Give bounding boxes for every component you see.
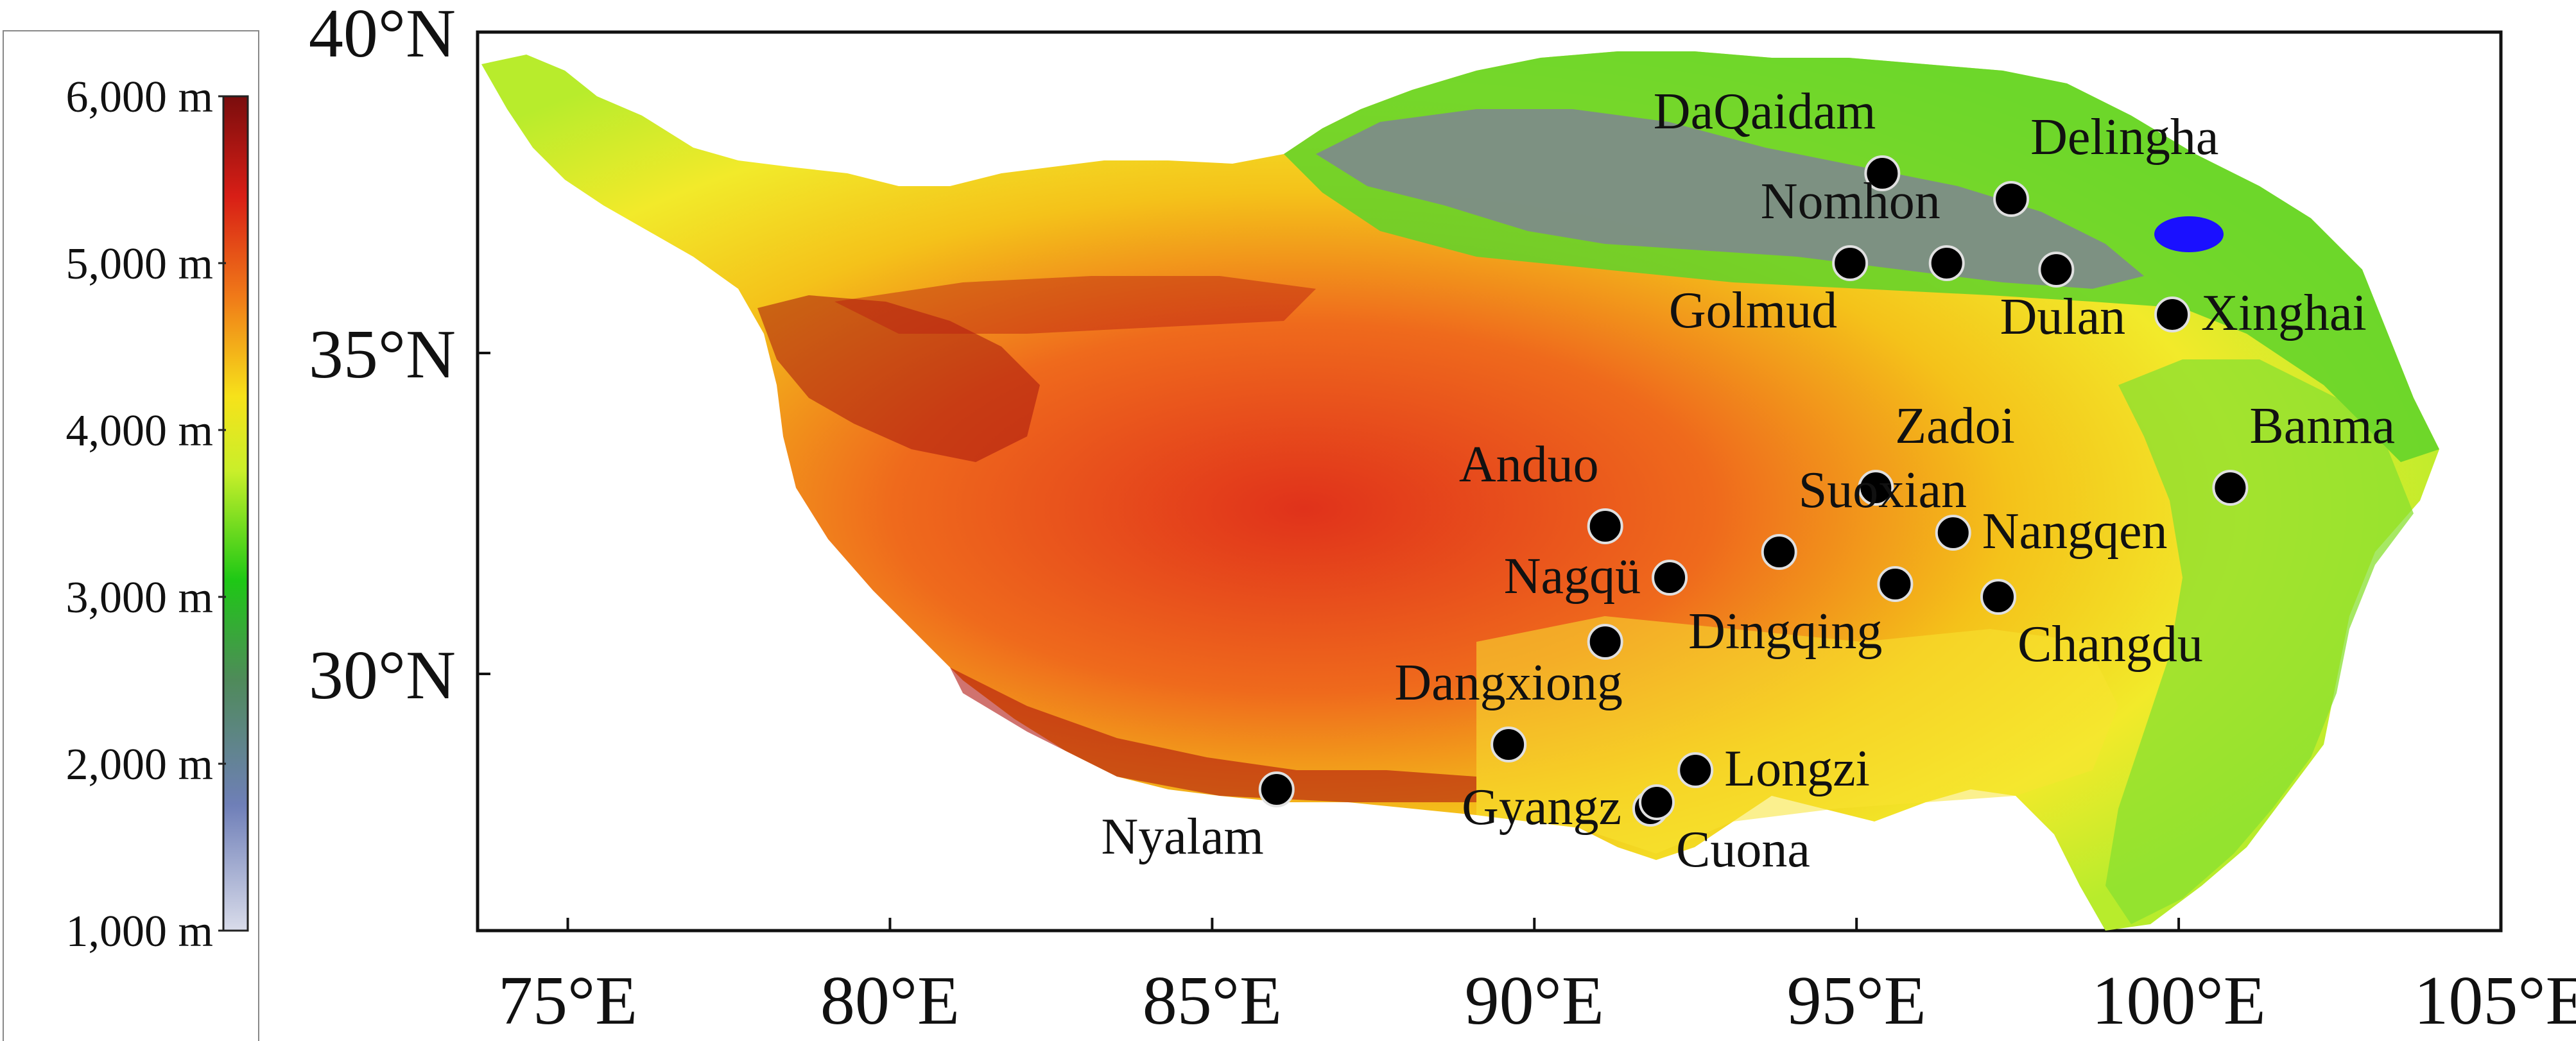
western-highlands <box>757 295 1040 462</box>
station-label: Changdu <box>2018 616 2203 673</box>
station-marker[interactable] <box>1877 566 1914 602</box>
station-label: Xinghai <box>2201 285 2367 341</box>
lat-tick-label: 35°N <box>309 316 456 393</box>
station-marker[interactable] <box>1935 515 1971 551</box>
legend-tick-label: 5,000 m <box>66 239 213 289</box>
station-marker[interactable] <box>1258 771 1295 807</box>
eastern-lowland <box>2105 359 2414 924</box>
qaidam-basin <box>1316 109 2144 289</box>
station-label: Banma <box>2249 398 2395 454</box>
lon-tick-label: 105°E <box>2414 963 2576 1039</box>
station-marker[interactable] <box>1638 784 1675 820</box>
station-marker[interactable] <box>1652 560 1688 596</box>
legend-tick-label: 4,000 m <box>66 406 213 456</box>
station-label: Cuona <box>1676 822 1810 878</box>
lon-tick-label: 90°E <box>1465 963 1604 1039</box>
station-marker[interactable] <box>1993 181 2030 217</box>
station-marker[interactable] <box>2154 297 2191 332</box>
station-label: Nyalam <box>1101 809 1263 865</box>
station-label: Nangqen <box>1982 503 2168 560</box>
station-marker[interactable] <box>1587 508 1623 544</box>
station-marker[interactable] <box>2038 252 2075 288</box>
legend-tick-label: 3,000 m <box>66 573 213 623</box>
elevation-legend: 6,000 m 5,000 m 4,000 m 3,000 m 2,000 m 1,000… <box>3 30 259 1041</box>
station-label: Dangxiong <box>1394 655 1623 711</box>
station-label: Dingqing <box>1688 603 1882 660</box>
southern-band <box>1476 616 2118 854</box>
lon-tick-label: 100°E <box>2092 963 2266 1039</box>
station-label: Golmud <box>1669 282 1837 339</box>
himalaya-ridge <box>950 667 1476 802</box>
lon-tick-label: 95°E <box>1787 963 1926 1039</box>
lon-tick-label: 80°E <box>820 963 960 1039</box>
station-marker[interactable] <box>1587 624 1623 660</box>
station-label: Nomhon <box>1761 173 1941 230</box>
map-panel: DaQaidam Delingha Nomhon Golmud Dulan Xinghai… <box>309 0 2576 1039</box>
station-marker[interactable] <box>1761 534 1797 570</box>
legend-tick-label: 6,000 m <box>66 73 213 122</box>
station-marker[interactable] <box>1980 579 2017 615</box>
station-marker[interactable] <box>1864 155 1901 191</box>
lon-tick-label: 75°E <box>498 963 637 1039</box>
station-marker[interactable] <box>1491 727 1527 762</box>
station-label: Zadoi <box>1895 398 2015 454</box>
station-label: Delingha <box>2030 109 2218 166</box>
lon-tick-label: 85°E <box>1143 963 1282 1039</box>
station-label: Anduo <box>1459 436 1599 493</box>
station-label: Nagqü <box>1504 548 1641 605</box>
station-marker[interactable] <box>1677 752 1714 788</box>
station-marker[interactable] <box>2212 470 2249 506</box>
station-marker[interactable] <box>1858 470 1894 506</box>
station-label: Gyangz <box>1462 779 1621 836</box>
legend-frame <box>3 30 259 1041</box>
station-label: Suoxian <box>1799 462 1967 519</box>
lake-qinghai <box>2154 216 2224 252</box>
station-label: DaQaidam <box>1654 83 1876 140</box>
station-label: Longzi <box>1724 741 1870 797</box>
legend-tick-label: 1,000 m <box>66 907 213 956</box>
station-marker[interactable] <box>1928 245 1965 281</box>
station-marker[interactable] <box>1832 245 1869 281</box>
kunlun-ridge <box>834 276 1316 334</box>
lat-tick-label: 30°N <box>309 637 456 714</box>
lat-tick-label: 40°N <box>309 0 456 72</box>
legend-tick-label: 2,000 m <box>66 740 213 789</box>
legend-colorbar <box>222 95 249 932</box>
station-label: Dulan <box>2000 289 2126 345</box>
